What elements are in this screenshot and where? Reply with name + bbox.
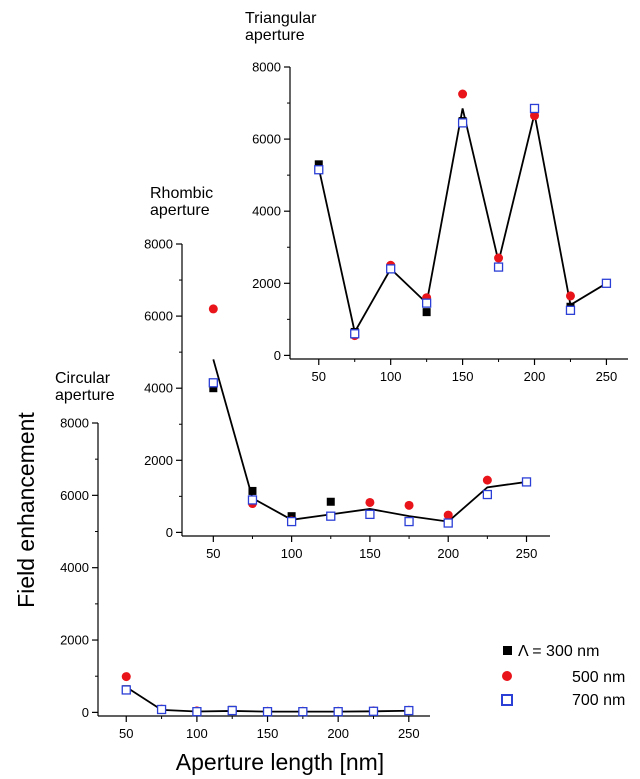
y-tick-label-circular-8000: 8000 — [60, 416, 89, 431]
marker-500nm-rhombic-225 — [482, 475, 492, 485]
x-tick-label-triangular-150: 150 — [452, 369, 474, 384]
y-tick-label-circular-4000: 4000 — [60, 560, 89, 575]
marker-700nm-triangular-250 — [601, 278, 612, 288]
x-tick-label-circular-50: 50 — [119, 726, 133, 741]
x-tick-label-rhombic-250: 250 — [516, 546, 538, 561]
legend-marker-500nm — [502, 671, 512, 681]
marker-700nm-triangular-175 — [493, 262, 504, 272]
marker-700nm-triangular-100 — [386, 264, 396, 274]
y-tick-label-rhombic-0: 0 — [166, 525, 173, 540]
y-tick-label-rhombic-2000: 2000 — [144, 453, 173, 468]
y-tick-label-rhombic-4000: 4000 — [144, 381, 173, 396]
marker-700nm-rhombic-125 — [326, 511, 336, 521]
marker-300nm-rhombic-125 — [326, 497, 335, 506]
x-tick-label-rhombic-100: 100 — [281, 546, 303, 561]
marker-700nm-triangular-75 — [350, 329, 360, 339]
marker-700nm-rhombic-100 — [286, 516, 297, 527]
x-tick-label-rhombic-150: 150 — [359, 546, 381, 561]
marker-300nm-triangular-50 — [314, 160, 323, 169]
y-tick-label-triangular-0: 0 — [274, 348, 281, 363]
y-axis-title: Field enhancement — [13, 412, 39, 608]
trend-line-triangular — [317, 108, 607, 335]
panel-title-rhombic-line-2: aperture — [150, 202, 210, 219]
y-tick-label-circular-2000: 2000 — [60, 633, 89, 648]
y-tick-label-circular-0: 0 — [82, 705, 89, 720]
x-tick-label-triangular-50: 50 — [312, 369, 326, 384]
x-axis-title: Aperture length [nm] — [176, 749, 384, 775]
y-tick-label-triangular-2000: 2000 — [252, 276, 281, 291]
marker-700nm-triangular-50 — [314, 165, 324, 175]
x-tick-label-rhombic-200: 200 — [437, 546, 459, 561]
x-tick-label-circular-200: 200 — [327, 726, 349, 741]
marker-500nm-triangular-150 — [458, 89, 468, 99]
x-tick-label-triangular-250: 250 — [596, 369, 618, 384]
legend-label-300nm: Λ = 300 nm — [518, 643, 599, 660]
marker-500nm-rhombic-50 — [208, 304, 218, 314]
panel-title-circular-line-1: Circular — [55, 370, 111, 387]
marker-700nm-rhombic-250 — [521, 477, 532, 487]
y-tick-label-triangular-4000: 4000 — [252, 204, 281, 219]
legend-marker-300nm — [503, 646, 512, 655]
panel-title-triangular-line-1: Triangular — [245, 10, 317, 27]
y-tick-label-rhombic-8000: 8000 — [144, 237, 173, 252]
marker-700nm-triangular-200 — [529, 103, 540, 114]
x-tick-label-circular-100: 100 — [186, 726, 208, 741]
y-tick-label-triangular-8000: 8000 — [252, 60, 281, 75]
marker-700nm-rhombic-175 — [404, 516, 414, 527]
legend-label-700nm: 700 nm — [572, 692, 625, 709]
y-tick-label-rhombic-6000: 6000 — [144, 309, 173, 324]
marker-500nm-rhombic-150 — [365, 497, 375, 507]
legend-marker-700nm — [501, 694, 513, 706]
marker-700nm-circular-200 — [333, 707, 343, 717]
marker-500nm-triangular-175 — [494, 253, 504, 263]
marker-700nm-circular-225 — [368, 706, 379, 716]
x-tick-label-circular-150: 150 — [257, 726, 279, 741]
marker-500nm-rhombic-200 — [443, 510, 453, 520]
marker-500nm-rhombic-175 — [404, 500, 414, 510]
marker-700nm-circular-125 — [227, 705, 237, 716]
trend-line-rhombic — [212, 359, 527, 523]
marker-500nm-triangular-200 — [530, 111, 540, 121]
marker-700nm-rhombic-200 — [443, 518, 453, 528]
panel-title-triangular-line-2: aperture — [245, 27, 305, 44]
x-tick-label-rhombic-50: 50 — [206, 546, 220, 561]
y-tick-label-circular-6000: 6000 — [60, 488, 89, 503]
marker-700nm-circular-150 — [262, 707, 273, 717]
marker-300nm-rhombic-75 — [248, 486, 257, 495]
x-tick-label-triangular-200: 200 — [524, 369, 546, 384]
marker-700nm-circular-50 — [121, 685, 131, 695]
panel-title-circular-line-2: aperture — [55, 387, 115, 404]
marker-700nm-rhombic-225 — [482, 489, 493, 500]
marker-300nm-rhombic-100 — [287, 512, 296, 521]
marker-700nm-rhombic-50 — [208, 378, 218, 388]
marker-700nm-circular-250 — [404, 705, 414, 716]
x-tick-label-triangular-100: 100 — [380, 369, 402, 384]
marker-500nm-triangular-225 — [565, 291, 575, 301]
marker-700nm-circular-100 — [192, 707, 202, 717]
legend-label-500nm: 500 nm — [572, 669, 625, 686]
marker-700nm-rhombic-75 — [247, 495, 258, 505]
marker-700nm-rhombic-150 — [365, 509, 375, 520]
marker-700nm-circular-175 — [298, 707, 308, 717]
marker-500nm-circular-50 — [121, 672, 131, 682]
y-tick-label-triangular-6000: 6000 — [252, 132, 281, 147]
marker-300nm-triangular-125 — [422, 308, 431, 317]
marker-700nm-triangular-125 — [421, 298, 432, 308]
legend: Λ = 300 nm 500 nm 700 nm — [501, 643, 625, 709]
marker-700nm-triangular-150 — [457, 118, 468, 128]
panel-title-rhombic-line-1: Rhombic — [150, 185, 213, 202]
x-tick-label-circular-250: 250 — [398, 726, 420, 741]
marker-700nm-circular-75 — [156, 704, 167, 715]
marker-300nm-rhombic-50 — [209, 384, 218, 393]
marker-700nm-triangular-225 — [565, 305, 576, 315]
